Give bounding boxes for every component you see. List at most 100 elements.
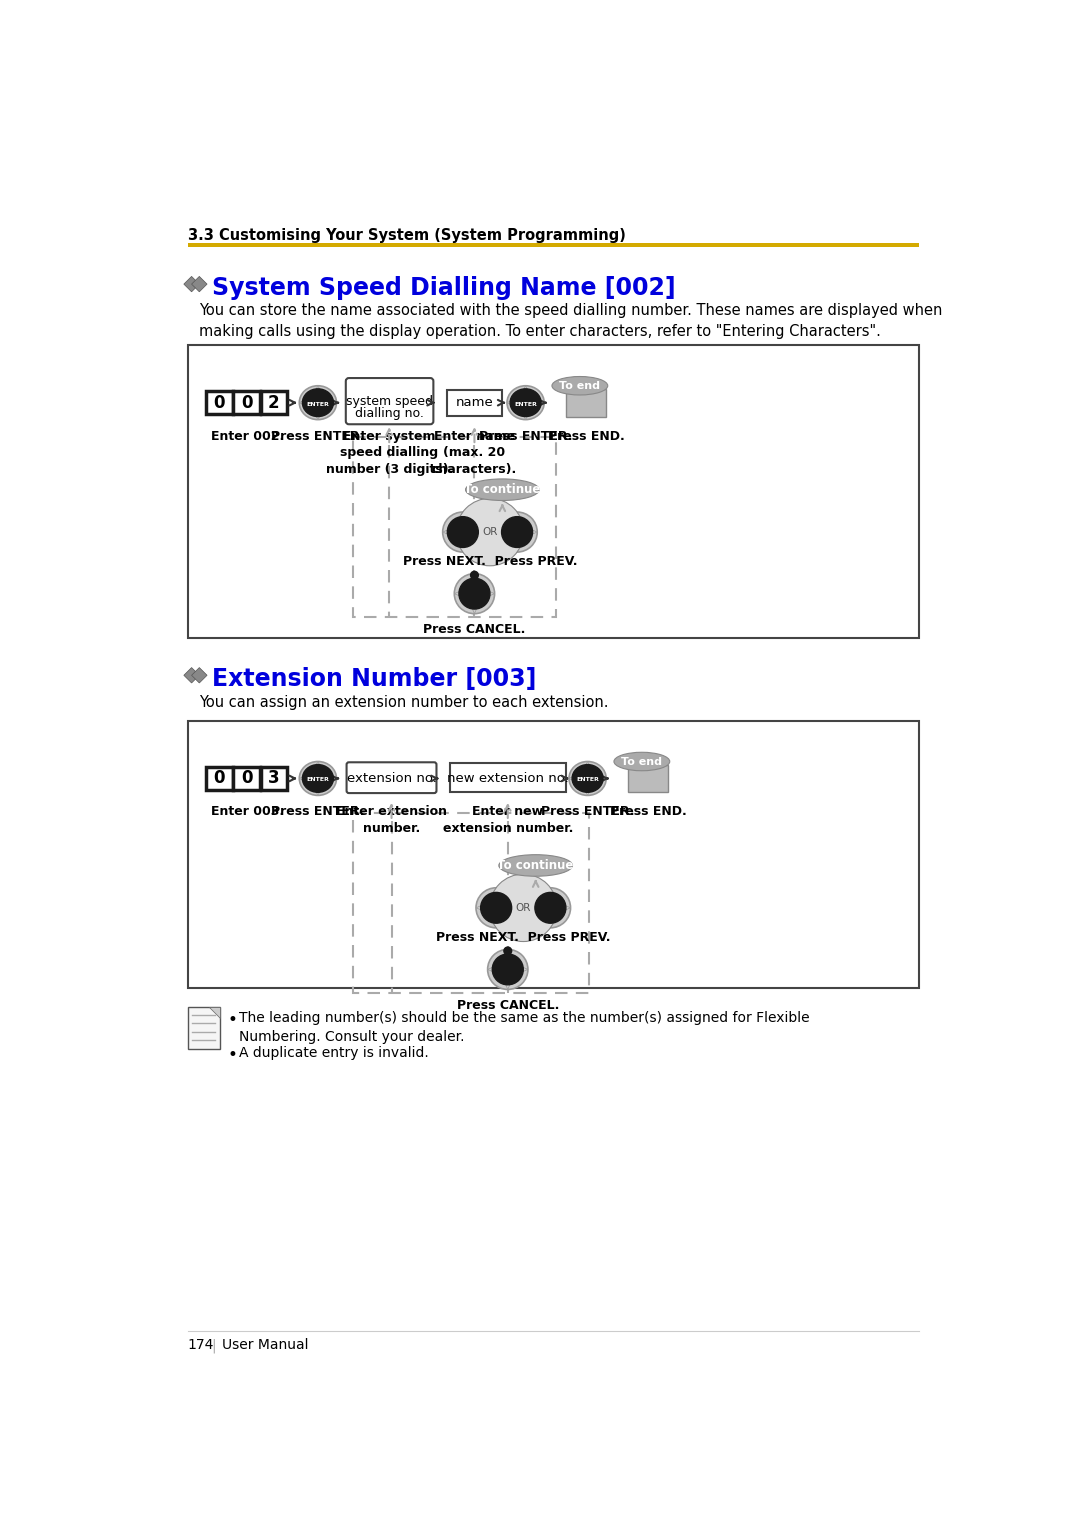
Polygon shape (460, 547, 465, 553)
Ellipse shape (302, 389, 334, 417)
Text: ENTER: ENTER (307, 777, 329, 782)
Text: OR: OR (515, 902, 531, 913)
Text: Extension Number [003]: Extension Number [003] (213, 667, 537, 690)
Polygon shape (565, 906, 570, 910)
Text: The leading number(s) should be the same as the number(s) assigned for Flexible
: The leading number(s) should be the same… (239, 1011, 810, 1044)
Text: Press CANCEL.: Press CANCEL. (423, 623, 526, 635)
Bar (353, 437, 556, 617)
Text: To end: To end (621, 756, 662, 767)
Text: ENTER: ENTER (514, 402, 537, 406)
Polygon shape (455, 591, 460, 596)
Text: OR: OR (483, 527, 498, 538)
Text: User Manual: User Manual (221, 1338, 308, 1353)
Ellipse shape (299, 386, 337, 420)
Polygon shape (548, 887, 553, 893)
Circle shape (504, 947, 512, 954)
Polygon shape (315, 415, 321, 420)
Text: You can assign an extension number to each extension.: You can assign an extension number to ea… (199, 695, 608, 710)
Ellipse shape (492, 954, 524, 985)
Text: System Speed Dialling Name [002]: System Speed Dialling Name [002] (213, 276, 676, 299)
Polygon shape (477, 530, 483, 534)
Polygon shape (511, 906, 516, 910)
Polygon shape (585, 762, 590, 767)
Text: 0: 0 (241, 394, 253, 412)
Polygon shape (494, 887, 499, 893)
Polygon shape (476, 906, 482, 910)
FancyBboxPatch shape (188, 1008, 220, 1049)
Ellipse shape (510, 389, 541, 417)
Polygon shape (315, 762, 321, 767)
Polygon shape (184, 667, 200, 683)
Text: Press NEXT.  Press PREV.: Press NEXT. Press PREV. (436, 931, 610, 944)
Text: 174: 174 (188, 1338, 214, 1353)
Circle shape (471, 571, 478, 579)
Polygon shape (540, 400, 544, 405)
Text: Press END.: Press END. (610, 805, 687, 818)
Ellipse shape (501, 516, 532, 548)
Text: Press ENTER.: Press ENTER. (271, 805, 365, 818)
Text: To continue: To continue (464, 483, 540, 496)
Ellipse shape (447, 516, 478, 548)
Ellipse shape (507, 386, 544, 420)
Polygon shape (488, 967, 494, 971)
Ellipse shape (302, 765, 334, 793)
Text: 0: 0 (241, 770, 253, 788)
Ellipse shape (476, 887, 516, 928)
Polygon shape (530, 906, 536, 910)
Ellipse shape (499, 855, 572, 876)
Bar (353, 812, 590, 993)
Ellipse shape (552, 377, 608, 395)
Polygon shape (489, 591, 495, 596)
FancyBboxPatch shape (206, 391, 232, 414)
Text: Press ENTER.: Press ENTER. (271, 429, 365, 443)
Text: To continue: To continue (498, 860, 573, 872)
Ellipse shape (569, 762, 606, 796)
Text: Enter system
speed dialling
number (3 digits).: Enter system speed dialling number (3 di… (325, 429, 453, 475)
FancyBboxPatch shape (346, 379, 433, 425)
Text: new extension no.: new extension no. (447, 773, 569, 785)
Text: Press ENTER.: Press ENTER. (541, 805, 634, 818)
Text: To end: To end (559, 380, 600, 391)
Polygon shape (523, 967, 528, 971)
Polygon shape (524, 386, 528, 391)
Ellipse shape (497, 512, 537, 553)
FancyBboxPatch shape (260, 767, 287, 789)
Polygon shape (569, 776, 573, 780)
Ellipse shape (535, 892, 566, 924)
Polygon shape (315, 791, 321, 796)
Text: Press ENTER.: Press ENTER. (478, 429, 572, 443)
Text: Enter name
(max. 20
characters).: Enter name (max. 20 characters). (432, 429, 517, 475)
Ellipse shape (488, 950, 528, 989)
Text: dialling no.: dialling no. (354, 406, 423, 420)
Polygon shape (472, 608, 476, 614)
Text: •: • (228, 1011, 238, 1029)
Polygon shape (585, 791, 590, 796)
Ellipse shape (572, 765, 603, 793)
Polygon shape (460, 512, 465, 518)
Bar (627, 765, 669, 793)
Text: A duplicate entry is invalid.: A duplicate entry is invalid. (239, 1046, 429, 1060)
Bar (566, 389, 606, 417)
Polygon shape (494, 922, 499, 928)
FancyBboxPatch shape (450, 764, 566, 793)
Polygon shape (184, 276, 200, 292)
Polygon shape (443, 530, 448, 534)
Polygon shape (332, 400, 337, 405)
Text: system speed: system speed (346, 395, 433, 408)
Text: You can store the name associated with the speed dialling number. These names ar: You can store the name associated with t… (199, 302, 942, 339)
Text: ENTER: ENTER (576, 777, 599, 782)
Polygon shape (515, 512, 519, 518)
FancyBboxPatch shape (446, 389, 502, 415)
Polygon shape (505, 983, 510, 989)
FancyBboxPatch shape (347, 762, 436, 793)
Ellipse shape (530, 887, 570, 928)
Ellipse shape (455, 574, 495, 614)
FancyBboxPatch shape (233, 767, 260, 789)
Text: Enter 002.: Enter 002. (211, 429, 284, 443)
Text: extension no.: extension no. (347, 773, 436, 785)
Text: ENTER: ENTER (307, 402, 329, 406)
Polygon shape (497, 530, 502, 534)
Polygon shape (191, 667, 207, 683)
Text: Enter 003.: Enter 003. (211, 805, 284, 818)
Text: 3.3 Customising Your System (System Programming): 3.3 Customising Your System (System Prog… (188, 228, 625, 243)
